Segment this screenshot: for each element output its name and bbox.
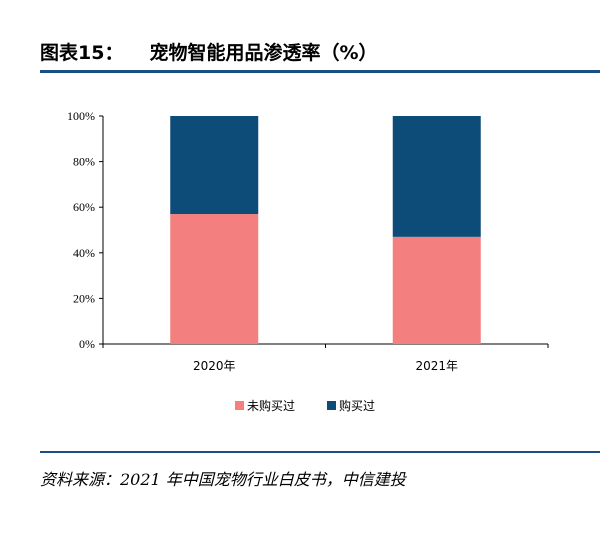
legend-label: 未购买过 bbox=[247, 398, 295, 413]
figure-number: 图表15： bbox=[40, 42, 124, 64]
y-tick-label: 0% bbox=[79, 337, 95, 351]
y-tick-label: 60% bbox=[73, 200, 95, 214]
legend-swatch bbox=[327, 401, 336, 410]
bar-purchased-1 bbox=[170, 116, 259, 215]
y-tick-label: 20% bbox=[73, 291, 95, 305]
top-rule bbox=[40, 70, 600, 73]
bottom-rule bbox=[40, 451, 600, 453]
y-tick-label: 100% bbox=[67, 109, 95, 123]
figure-title-text: 宠物智能用品渗透率（%） bbox=[149, 42, 378, 64]
legend-label: 购买过 bbox=[339, 398, 375, 413]
x-tick-label: 2020年 bbox=[193, 359, 236, 373]
source-note: 资料来源：2021 年中国宠物行业白皮书，中信建投 bbox=[40, 470, 406, 489]
y-tick-label: 40% bbox=[73, 246, 95, 260]
y-tick-label: 80% bbox=[73, 155, 95, 169]
bar-not-purchased-2 bbox=[392, 236, 481, 344]
figure-title: 图表15： 宠物智能用品渗透率（%） bbox=[40, 38, 378, 65]
x-tick-label: 2021年 bbox=[415, 359, 458, 373]
legend-swatch bbox=[235, 401, 244, 410]
bar-not-purchased-1 bbox=[170, 214, 259, 344]
bar-purchased-2 bbox=[392, 116, 481, 237]
